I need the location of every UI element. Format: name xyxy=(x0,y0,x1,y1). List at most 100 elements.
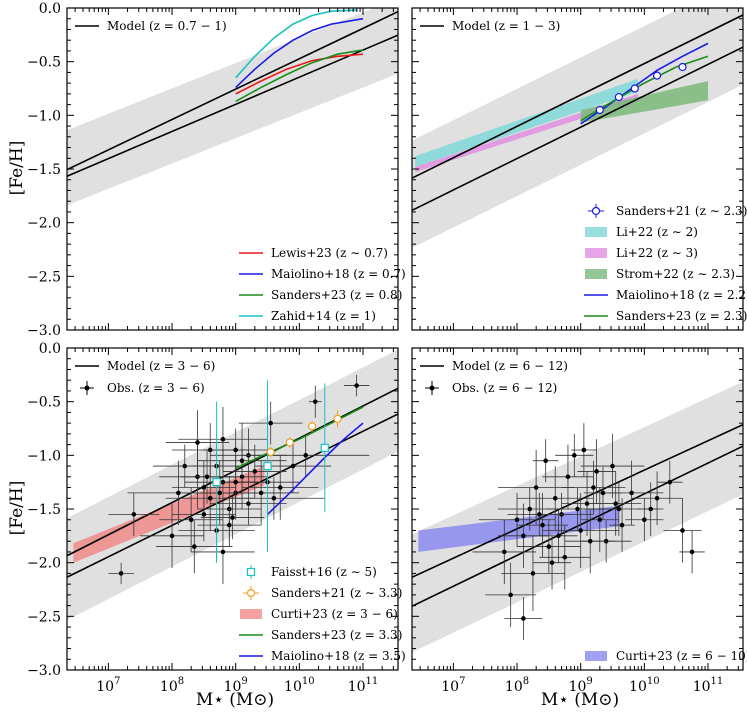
obs-point xyxy=(533,485,539,490)
legend-label: Sanders+21 (z ∼ 2.3) xyxy=(616,204,747,218)
legend-top: Model (z = 3 − 6) Obs. (z = 3 − 6) xyxy=(75,359,215,395)
series-line xyxy=(235,17,364,88)
legend-marker xyxy=(246,588,256,598)
plot-area xyxy=(67,8,398,206)
legend-band-swatch xyxy=(585,227,607,237)
legend-entry: Sanders+21 (z ∼ 2.3) xyxy=(588,204,747,218)
obs-point xyxy=(233,479,238,485)
panels-group: 0.0 −0.5 −1.0 −1.5 −2.0 −2.5 −3.0 Model (z = 0.… xyxy=(27,1,747,695)
x-tick-label: 108 xyxy=(160,676,184,695)
series-point xyxy=(595,105,604,115)
legend-label: Obs. (z = 3 − 6) xyxy=(107,381,205,395)
legend-label: Sanders+23 (z = 3.3) xyxy=(271,628,402,642)
obs-point xyxy=(575,506,580,512)
x-axis-title-right: M⋆ (M⊙) xyxy=(541,690,619,710)
obs-point xyxy=(230,515,235,520)
obs-point xyxy=(192,544,197,549)
y-tick-label: −2.0 xyxy=(27,556,61,572)
series-point xyxy=(652,71,662,80)
x-tick-label: 1011 xyxy=(348,676,379,695)
obs-point xyxy=(354,383,359,388)
obs-point xyxy=(501,549,507,555)
model-line xyxy=(67,413,398,579)
legend-band-swatch xyxy=(585,269,607,279)
legend-entry: Obs. (z = 6 − 12) xyxy=(425,381,557,395)
obs-point xyxy=(290,463,296,469)
model-line xyxy=(67,387,398,557)
y-tick-label: −1.5 xyxy=(27,162,61,178)
obs-point xyxy=(613,501,618,506)
obs-point xyxy=(217,490,223,496)
legend-entry: Model (z = 0.7 − 1) xyxy=(75,19,227,33)
series-point xyxy=(307,422,317,431)
obs-point xyxy=(312,399,318,404)
series-point xyxy=(333,414,342,423)
legend-band-swatch xyxy=(585,651,607,661)
series-band xyxy=(415,78,638,167)
y-tick-label: −2.5 xyxy=(27,609,61,625)
legend-label: Model (z = 1 − 3) xyxy=(452,19,560,33)
x-tick-label: 107 xyxy=(96,676,120,695)
legend-marker xyxy=(591,206,601,216)
y-tick-label: 0.0 xyxy=(39,341,61,357)
legend-label: Strom+22 (z ∼ 2.3) xyxy=(616,267,735,281)
panel-bottom-left: 107 108 109 1010 1011 0.0 −0.5 −1.0 −1.5 −2.0 −2.5… xyxy=(27,341,406,695)
obs-point xyxy=(597,517,603,523)
series-line xyxy=(266,422,364,515)
series-point xyxy=(266,448,275,457)
obs-point xyxy=(118,571,124,576)
obs-point xyxy=(540,522,545,528)
y-tick-label: 0.0 xyxy=(39,1,61,17)
legend-entry: Maiolino+18 (z = 3.5) xyxy=(239,649,406,663)
obs-point xyxy=(530,571,536,576)
obs-point xyxy=(616,506,622,512)
legend-entry: Sanders+23 (z = 0.8) xyxy=(239,288,402,302)
legend-bottom: Curti+23 (z = 6 − 10) xyxy=(585,649,747,663)
y-axis-title-top: [Fe/H] xyxy=(7,141,27,196)
legend-entry: Strom+22 (z ∼ 2.3) xyxy=(585,267,735,281)
legend-label: Sanders+23 (z = 0.8) xyxy=(271,288,402,302)
legend-entry: Lewis+23 (z ∼ 0.7) xyxy=(239,246,388,260)
obs-point xyxy=(514,517,520,523)
legend-entry: Model (z = 6 − 12) xyxy=(420,359,568,373)
series-point xyxy=(285,438,294,447)
legend-marker xyxy=(84,385,90,391)
legend-entry: Faisst+16 (z ∼ 5) xyxy=(246,565,377,579)
legend-entry: Sanders+21 (z ∼ 3.3) xyxy=(243,586,402,600)
series-point xyxy=(678,62,687,72)
legend-label: Zahid+14 (z = 1) xyxy=(271,309,376,323)
legend-label: Maiolino+18 (z = 0.7) xyxy=(271,267,406,281)
obs-point xyxy=(220,436,226,442)
legend-entry: Zahid+14 (z = 1) xyxy=(239,309,376,323)
series-point xyxy=(263,461,272,471)
x-tick-label: 1010 xyxy=(284,676,315,695)
obs-point xyxy=(303,453,309,458)
model-line xyxy=(67,10,398,171)
legend-entry: Curti+23 (z = 3 − 6) xyxy=(240,607,398,621)
obs-point xyxy=(239,458,245,464)
legend-label: Li+22 (z ∼ 3) xyxy=(616,246,698,260)
legend-label: Sanders+21 (z ∼ 3.3) xyxy=(271,586,402,600)
y-tick-label: −1.0 xyxy=(27,108,61,124)
model-scatter-band xyxy=(67,8,398,206)
legend-marker xyxy=(429,385,435,391)
x-tick-label: 1011 xyxy=(693,676,724,695)
y-tick-label: −1.5 xyxy=(27,502,61,518)
series-point xyxy=(630,84,639,93)
legend-top: Model (z = 0.7 − 1) xyxy=(75,19,227,33)
legend-bottom: Sanders+21 (z ∼ 2.3) Li+22 (z ∼ 2) Li+22 (… xyxy=(584,204,747,323)
legend-label: Model (z = 0.7 − 1) xyxy=(107,19,227,33)
obs-point xyxy=(131,512,137,517)
obs-point xyxy=(188,517,194,523)
model-line xyxy=(412,14,743,180)
legend-label: Obs. (z = 6 − 12) xyxy=(452,381,557,395)
legend-bottom: Lewis+23 (z ∼ 0.7) Maiolino+18 (z = 0.7) S… xyxy=(239,246,406,323)
series-line xyxy=(235,9,357,79)
obs-point xyxy=(654,495,660,501)
y-tick-label: −1.0 xyxy=(27,448,61,464)
obs-point xyxy=(594,469,599,474)
legend-entry: Sanders+23 (z = 2.3) xyxy=(584,309,747,323)
obs-point xyxy=(220,549,226,555)
obs-point xyxy=(565,474,571,480)
legend-entry: Model (z = 3 − 6) xyxy=(75,359,215,373)
